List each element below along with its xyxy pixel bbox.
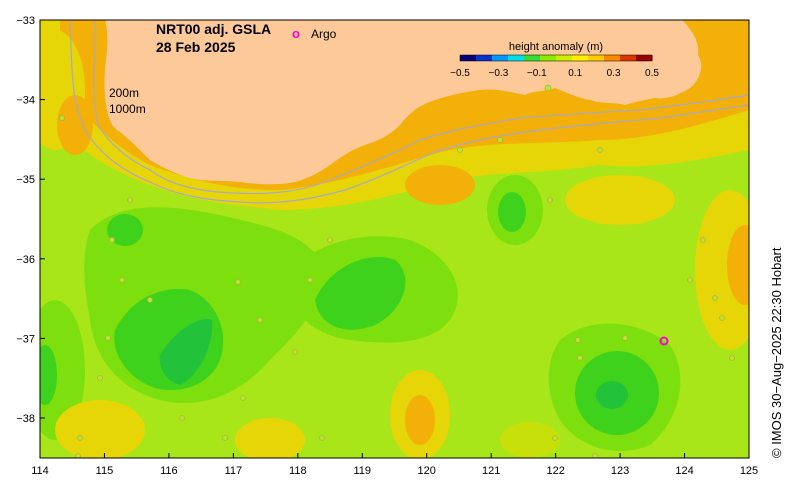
x-tick-label: 125	[740, 465, 758, 477]
colorbar-swatch	[588, 55, 605, 61]
colorbar-swatch	[460, 55, 477, 61]
colorbar-tick-label: −0.5	[450, 68, 470, 79]
warm-patch-south-120-core	[405, 395, 435, 445]
west-orange-patch	[57, 95, 93, 155]
x-tick-label: 123	[611, 465, 629, 477]
argo-float-marker	[659, 336, 669, 346]
y-tick-label: −33	[16, 15, 35, 27]
green-eddy-121-core	[498, 192, 526, 232]
data-dots	[59, 84, 735, 458]
warm-patch-east	[695, 190, 749, 350]
colorbar-frame	[459, 54, 653, 62]
isobath-200m	[93, 20, 749, 195]
x-tick-label: 114	[31, 465, 49, 477]
isobath-1000m	[69, 20, 749, 204]
x-tick-label: 121	[482, 465, 500, 477]
green-eddy-se-center	[596, 381, 628, 409]
green-eddy-115	[107, 214, 143, 246]
warm-patch-123	[565, 175, 675, 225]
x-tick-label: 117	[225, 465, 243, 477]
colorbar-swatch	[524, 55, 541, 61]
colorbar: height anomaly (m) −0.5 −0.3 −0.1 0.1 0.3 0.5	[450, 41, 659, 79]
y-tick-label: −36	[16, 254, 35, 266]
colorbar-swatch	[540, 55, 557, 61]
colorbar-swatch	[620, 55, 637, 61]
colorbar-swatch	[604, 55, 621, 61]
green-patch-southwest	[40, 300, 85, 440]
y-tick-label: −37	[16, 333, 35, 345]
colorbar-swatch	[476, 55, 493, 61]
colorbar-tick-label: 0.3	[607, 68, 621, 79]
isobath-label-200m: 200m	[109, 86, 139, 100]
x-tick-label: 116	[160, 465, 178, 477]
colorbar-swatch	[636, 55, 653, 61]
argo-legend-label: Argo	[311, 27, 337, 41]
colorbar-tick-label: 0.5	[645, 68, 659, 79]
credit-text: © IMOS 30−Aug−2025 22:30 Hobart	[769, 247, 784, 458]
y-tick-label: −34	[16, 95, 35, 107]
x-tick-label: 118	[289, 465, 307, 477]
warm-patch-coast-120	[405, 165, 475, 205]
map-title-product: NRT00 adj. GSLA	[156, 21, 271, 37]
x-tick-label: 119	[353, 465, 371, 477]
y-axis: −33 −34 −35 −36 −37 −38	[16, 15, 45, 425]
x-tick-label: 122	[546, 465, 564, 477]
x-tick-label: 120	[418, 465, 436, 477]
green-patch-southwest-core	[40, 345, 57, 405]
colorbar-tick-label: 0.1	[568, 68, 582, 79]
colorbar-tick-label: −0.1	[527, 68, 547, 79]
warm-patch-south-121	[500, 422, 560, 458]
green-eddy-sw-center	[159, 319, 213, 385]
y-tick-label: −35	[16, 174, 35, 186]
colorbar-tick-label: −0.3	[489, 68, 509, 79]
map-title-date: 28 Feb 2025	[156, 39, 236, 55]
argo-legend-symbol: o	[292, 26, 300, 41]
colorbar-swatch	[508, 55, 525, 61]
colorbar-swatch	[556, 55, 573, 61]
map-field	[40, 20, 749, 458]
x-tick-label: 124	[675, 465, 693, 477]
x-tick-label: 115	[96, 465, 114, 477]
warm-patch-east-core	[727, 225, 749, 305]
green-eddy-central-core	[315, 256, 406, 330]
isobath-label-1000m: 1000m	[109, 102, 146, 116]
colorbar-swatch	[492, 55, 509, 61]
warm-patch-south-117	[235, 418, 305, 458]
y-tick-label: −38	[16, 413, 35, 425]
colorbar-ticks: −0.5 −0.3 −0.1 0.1 0.3 0.5	[450, 68, 659, 79]
warm-patch-south-115	[55, 400, 145, 458]
colorbar-swatches	[460, 55, 653, 61]
x-axis: 114 115 116 117 118 119 120 121 122 123 124 125	[31, 453, 758, 477]
colorbar-swatch	[572, 55, 589, 61]
colorbar-title: height anomaly (m)	[509, 41, 603, 53]
map-frame	[39, 19, 750, 459]
